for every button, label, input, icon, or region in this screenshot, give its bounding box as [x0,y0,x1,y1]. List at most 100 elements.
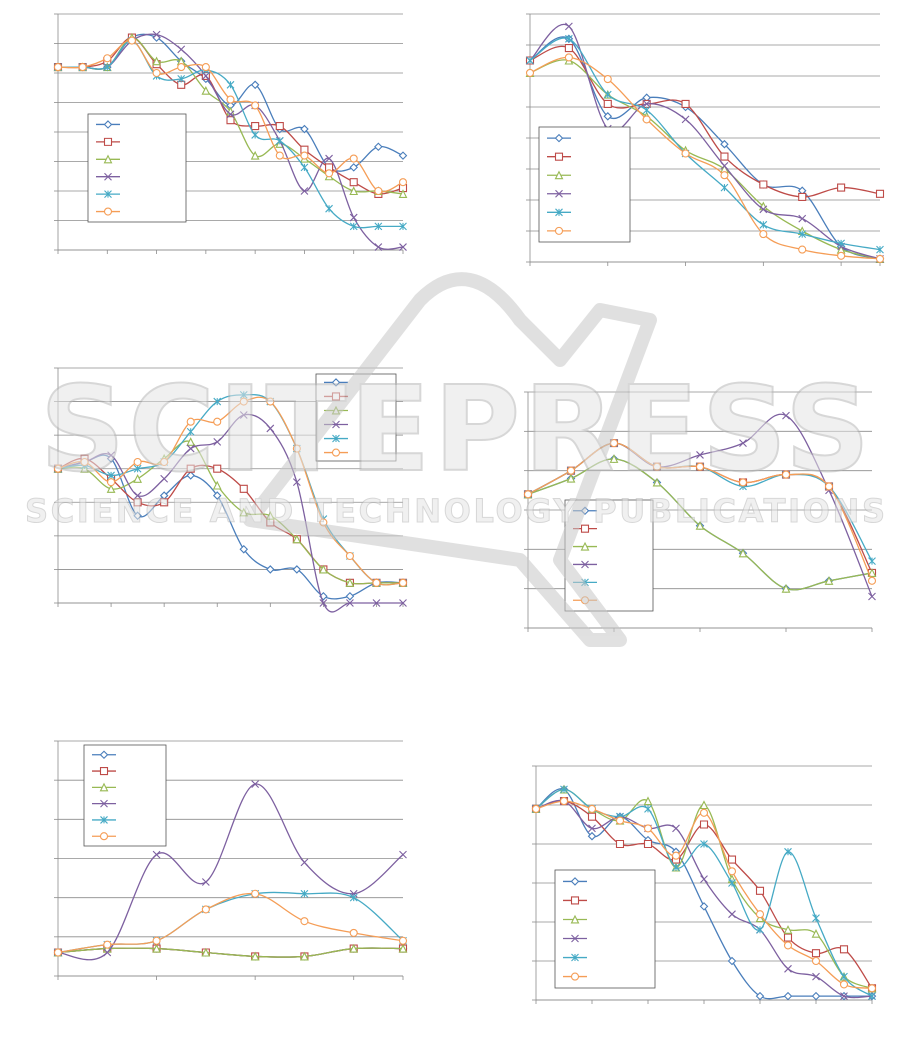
marker [349,893,358,902]
marker [325,154,333,163]
marker [580,524,590,533]
marker [186,427,195,436]
marker [103,120,113,129]
marker [728,879,736,887]
marker [300,951,309,961]
marker [250,951,260,961]
marker [239,545,249,554]
marker [300,858,309,867]
marker [226,80,235,89]
marker [53,63,63,72]
marker [399,222,407,231]
marker [867,576,877,585]
marker [681,149,690,158]
marker [727,855,737,864]
marker [699,902,709,911]
marker [783,925,793,934]
series-line [529,37,881,251]
marker [152,850,161,859]
marker [349,178,358,187]
marker [603,90,612,99]
marker [560,785,568,794]
marker [226,110,235,119]
marker [292,534,302,544]
marker [300,163,309,172]
line-chart [53,367,408,613]
marker [642,106,651,114]
marker [300,124,309,134]
marker [571,934,579,943]
marker [152,56,161,66]
marker [672,824,680,833]
marker [251,131,260,139]
marker [700,875,708,883]
watermark: SCITEPRESS SCIENCE AND TECHNOLOGY PUBLIC… [25,272,886,647]
marker [331,448,341,457]
marker [587,804,597,813]
marker [759,180,768,189]
marker [325,204,333,213]
marker [564,44,573,53]
line-chart [525,13,885,266]
marker [99,832,109,841]
marker [868,557,876,566]
legend [87,113,187,223]
marker [781,583,791,593]
marker [720,171,729,180]
marker [212,480,222,490]
marker [837,239,845,248]
marker [349,928,358,937]
marker [399,599,407,607]
marker [759,230,768,239]
marker [152,936,161,945]
marker [186,444,195,453]
marker [349,163,358,172]
marker [331,378,341,387]
marker [53,948,63,957]
marker [319,599,328,607]
line-chart [53,13,408,254]
marker [840,992,848,1000]
marker [292,565,302,574]
marker [571,953,579,962]
marker [603,75,612,84]
marker [103,207,113,216]
marker [580,541,590,551]
marker [526,56,534,65]
marker [699,820,709,829]
marker [300,151,309,160]
marker [345,578,355,587]
marker [695,521,705,530]
marker [782,411,790,420]
marker [554,152,564,161]
marker [133,457,142,467]
marker [555,189,563,198]
marker [103,940,112,949]
marker [876,245,884,254]
marker [292,478,301,487]
marker [213,437,222,446]
marker [783,991,793,1001]
marker [251,122,260,131]
marker [570,914,580,924]
marker [720,162,729,170]
marker [523,490,533,499]
marker [349,154,358,163]
marker [652,462,662,471]
series-line [529,56,881,260]
marker [99,767,109,776]
marker [587,812,597,821]
marker [186,437,196,446]
marker [570,877,580,886]
marker [798,230,807,238]
marker [349,186,359,196]
marker [251,101,260,110]
marker [332,434,340,443]
marker [398,578,408,587]
marker [213,417,222,426]
marker [399,850,407,859]
marker [755,910,765,919]
marker [566,473,576,483]
marker [374,142,383,152]
